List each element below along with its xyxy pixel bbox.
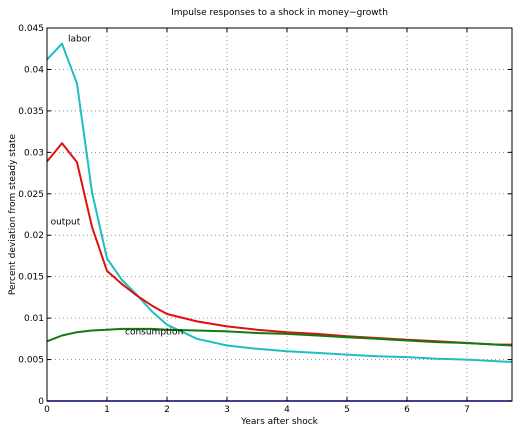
x-tick-label: 4 — [284, 405, 290, 415]
annotation-labor: labor — [68, 34, 91, 44]
y-tick-label: 0.03 — [24, 148, 44, 158]
ticks-group: 0 1 2 3 4 5 6 7 0 0.005 0.01 0.015 0.02 0.025 0.03 0.03… — [18, 24, 512, 415]
x-axis-label: Years after shock — [240, 417, 319, 427]
y-tick-label: 0 — [38, 397, 44, 407]
y-tick-label: 0.025 — [18, 190, 44, 200]
y-tick-label: 0.02 — [24, 231, 44, 241]
y-tick-label: 0.015 — [18, 273, 44, 283]
series-line-labor — [46, 42, 513, 363]
grid — [47, 28, 512, 401]
annotation-consumption: consumption — [125, 328, 183, 338]
series-line-consumption — [46, 327, 513, 347]
y-tick-label: 0.01 — [24, 314, 44, 324]
x-tick-label: 2 — [164, 405, 170, 415]
y-tick-label: 0.04 — [24, 65, 44, 75]
annotations-group: labor output consumption — [51, 34, 184, 337]
x-tick-label: 7 — [464, 405, 470, 415]
y-tick-label: 0.045 — [18, 24, 44, 34]
annotation-output: output — [51, 217, 81, 227]
series-group — [46, 42, 513, 363]
x-tick-label: 6 — [404, 405, 410, 415]
y-axis-label: Percent deviation from steady state — [8, 133, 18, 295]
x-tick-label: 1 — [104, 405, 110, 415]
x-tick-label: 0 — [44, 405, 50, 415]
x-tick-label: 3 — [224, 405, 230, 415]
chart-title: Impulse responses to a shock in money−gr… — [171, 8, 388, 18]
x-tick-label: 5 — [344, 405, 350, 415]
y-tick-label: 0.035 — [18, 107, 44, 117]
y-tick-label: 0.005 — [18, 356, 44, 366]
